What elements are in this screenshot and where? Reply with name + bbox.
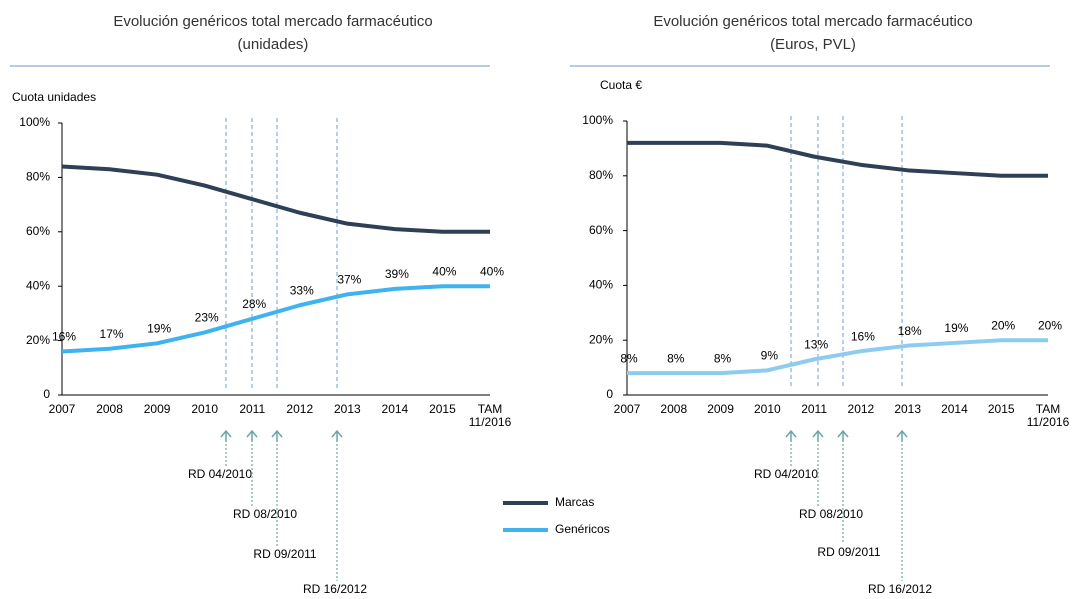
chart-title: Evolución genéricos total mercado farmac… xyxy=(113,13,432,30)
x-tick-label: 2010 xyxy=(191,402,218,416)
series-line xyxy=(627,140,1048,178)
legend-label: Marcas xyxy=(555,495,594,509)
x-tick-label: 2011 xyxy=(239,402,265,416)
y-tick-label: 20% xyxy=(26,333,50,347)
data-label: 13% xyxy=(804,338,828,352)
x-tick-label: 2013 xyxy=(334,402,361,416)
data-label: 19% xyxy=(147,321,171,335)
y-tick-label: 0 xyxy=(43,387,50,401)
data-label: 20% xyxy=(1038,318,1062,332)
event-arrow xyxy=(220,429,232,442)
data-label: 8% xyxy=(620,351,638,365)
data-label: 19% xyxy=(944,321,968,335)
y-axis-label: Cuota unidades xyxy=(12,90,96,104)
data-label: 8% xyxy=(714,351,732,365)
event-arrow xyxy=(812,429,824,442)
event-label: RD 08/2010 xyxy=(233,507,297,521)
event-arrow xyxy=(246,429,258,442)
x-tick-label-line: TAM xyxy=(478,402,502,416)
x-tick-label: 2007 xyxy=(49,402,76,416)
event-label: RD 04/2010 xyxy=(754,467,818,481)
data-label: 39% xyxy=(385,267,409,281)
data-label: 37% xyxy=(337,273,361,287)
y-tick-label: 80% xyxy=(26,170,50,184)
x-tick-label: 2014 xyxy=(941,402,968,416)
y-tick-label: 0 xyxy=(606,387,613,401)
y-tick-label: 20% xyxy=(589,332,613,346)
chart-title: Evolución genéricos total mercado farmac… xyxy=(653,13,972,30)
x-tick-label: 2008 xyxy=(660,402,687,416)
chart-subtitle: (unidades) xyxy=(238,36,309,53)
data-label: 23% xyxy=(195,311,219,325)
event-arrow xyxy=(331,429,343,442)
series-line xyxy=(627,338,1048,376)
x-tick-label: 2012 xyxy=(848,402,875,416)
data-label: 33% xyxy=(290,283,314,297)
y-axis-label: Cuota € xyxy=(600,78,642,92)
event-arrow xyxy=(785,429,797,442)
event-arrow xyxy=(271,429,283,442)
x-tick-label: TAM 11/2016 xyxy=(1027,402,1070,429)
y-tick-label: 60% xyxy=(589,223,613,237)
series-line xyxy=(61,164,490,234)
event-label: RD 08/2010 xyxy=(799,507,863,521)
y-tick-label: 40% xyxy=(26,278,50,292)
x-tick-label: 2013 xyxy=(894,402,921,416)
event-label: RD 16/2012 xyxy=(868,582,932,596)
data-label: 40% xyxy=(432,264,456,278)
series-line xyxy=(61,284,490,354)
x-tick-label-line: 11/2016 xyxy=(469,415,512,429)
x-tick-label: 2008 xyxy=(96,402,123,416)
chart-subtitle: (Euros, PVL) xyxy=(770,36,856,53)
x-tick-label-line: TAM xyxy=(1036,402,1060,416)
data-label: 18% xyxy=(898,324,922,338)
x-tick-label: 2009 xyxy=(707,402,734,416)
x-tick-label: 2012 xyxy=(286,402,313,416)
y-tick-label: 100% xyxy=(19,115,50,129)
event-label: RD 04/2010 xyxy=(188,467,252,481)
x-tick-label: 2007 xyxy=(614,402,641,416)
data-label: 16% xyxy=(52,330,76,344)
y-tick-label: 40% xyxy=(589,278,613,292)
legend-label: Genéricos xyxy=(555,522,610,536)
x-tick-label: 2015 xyxy=(429,402,456,416)
y-tick-label: 80% xyxy=(589,168,613,182)
data-label: 9% xyxy=(761,349,779,363)
data-label: 20% xyxy=(991,318,1015,332)
x-tick-label: 2009 xyxy=(144,402,171,416)
y-tick-label: 60% xyxy=(26,224,50,238)
data-label: 17% xyxy=(100,327,124,341)
x-tick-label-line: 11/2016 xyxy=(1027,415,1070,429)
x-tick-label: 2015 xyxy=(988,402,1015,416)
x-tick-label: 2014 xyxy=(382,402,409,416)
data-label: 28% xyxy=(242,297,266,311)
x-tick-label: TAM 11/2016 xyxy=(469,402,512,429)
event-label: RD 09/2011 xyxy=(253,547,316,561)
data-label: 8% xyxy=(667,351,685,365)
y-tick-label: 100% xyxy=(582,113,613,127)
event-arrow xyxy=(837,429,849,442)
event-arrow xyxy=(896,429,908,442)
data-label: 40% xyxy=(480,264,504,278)
x-tick-label: 2010 xyxy=(754,402,781,416)
event-label: RD 16/2012 xyxy=(303,582,367,596)
x-tick-label: 2011 xyxy=(801,402,827,416)
data-label: 16% xyxy=(851,329,875,343)
event-label: RD 09/2011 xyxy=(817,545,880,559)
